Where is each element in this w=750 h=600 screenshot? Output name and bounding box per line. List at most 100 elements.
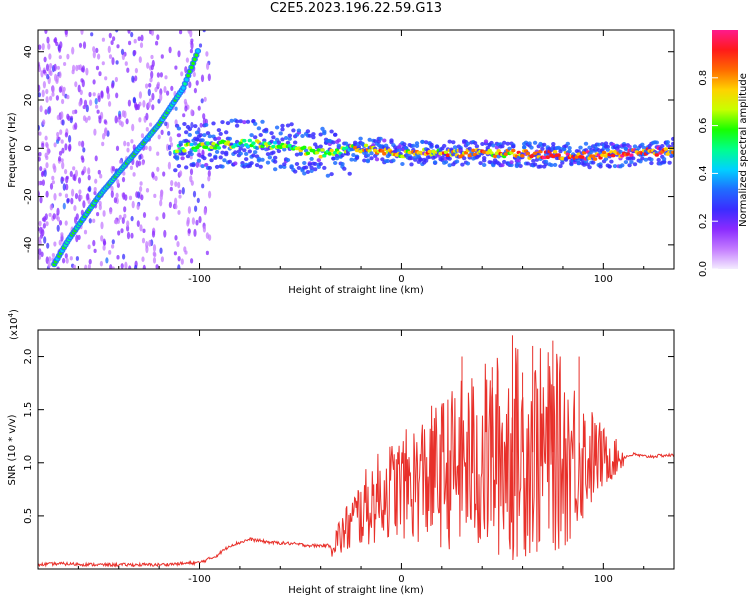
heatmap-band-halo (224, 130, 229, 135)
heatmap-noise-cell (188, 81, 192, 89)
heatmap-band-halo (193, 124, 198, 129)
heatmap-band-halo (269, 131, 274, 136)
heatmap-noise-cell (53, 142, 57, 148)
heatmap-band-core (520, 154, 525, 158)
heatmap-band-halo (229, 118, 234, 123)
heatmap-band-core (200, 142, 205, 146)
heatmap-band-halo (509, 160, 514, 165)
heatmap-noise-cell (187, 206, 191, 214)
heatmap-band-halo (562, 147, 567, 152)
heatmap-band-halo (478, 161, 483, 166)
heatmap-band-halo (500, 144, 505, 149)
heatmap-noise-cell (185, 57, 189, 63)
snr-scale-exponent: 4 (7, 312, 15, 317)
heatmap-noise-cell (189, 30, 193, 38)
heatmap-band-halo (660, 144, 665, 148)
heatmap-noise-cell (138, 56, 142, 63)
heatmap-noise-cell (69, 170, 73, 177)
heatmap-noise-cell (82, 41, 87, 49)
heatmap-noise-cell (102, 210, 106, 217)
heatmap-band-halo (331, 140, 336, 145)
heatmap-noise-cell (202, 225, 206, 233)
heatmap-band-halo (174, 156, 180, 161)
heatmap-noise-cell (111, 239, 115, 245)
heatmap-noise-cell (71, 110, 76, 115)
heatmap-band-core (322, 153, 327, 158)
heatmap-noise-cell (121, 217, 125, 224)
heatmap-noise-cell (67, 115, 71, 121)
heatmap-noise-cell (66, 198, 70, 204)
heatmap-noise-cell (159, 93, 163, 102)
colorbar-tick-label: 0.6 (698, 118, 709, 134)
heatmap-band-halo (287, 136, 292, 141)
heatmap-band-halo (294, 152, 300, 157)
heatmap-band-core (205, 141, 211, 145)
heatmap-noise-cell (150, 70, 154, 79)
heatmap-band-halo (661, 157, 667, 161)
heatmap-band-halo (343, 141, 349, 146)
heatmap-band-halo (200, 138, 205, 143)
heatmap-noise-cell (114, 115, 118, 124)
heatmap-noise-cell (58, 156, 62, 162)
heatmap-band-halo (532, 162, 538, 167)
heatmap-noise-cell (59, 129, 63, 135)
heatmap-noise-cell (145, 188, 150, 193)
heatmap-noise-cell (192, 71, 196, 78)
heatmap-band-halo (218, 155, 223, 160)
heatmap-noise-cell (45, 190, 49, 198)
heatmap-noise-cell (191, 217, 195, 225)
heatmap-noise-cell (93, 128, 97, 136)
heatmap-noise-cell (58, 55, 62, 60)
heatmap-band-halo (621, 143, 627, 148)
x-tick-label: 0 (398, 574, 404, 585)
heatmap-band-halo (382, 138, 387, 143)
heatmap-band-halo (607, 164, 612, 169)
heatmap-band-halo (509, 163, 514, 168)
heatmap-noise-cell (61, 98, 65, 105)
heatmap-band-halo (173, 168, 178, 173)
heatmap-noise-cell (97, 169, 101, 175)
heatmap-noise-cell (51, 180, 56, 185)
heatmap-band-halo (273, 159, 278, 164)
heatmap-noise-cell (186, 219, 190, 227)
heatmap-band-halo (260, 119, 265, 124)
heatmap-band-halo (583, 159, 589, 164)
heatmap-noise-cell (49, 204, 53, 211)
heatmap-band-halo (413, 155, 418, 160)
heatmap-band-core (189, 142, 194, 147)
heatmap-noise-cell (116, 179, 120, 185)
heatmap-noise-cell (145, 83, 149, 89)
heatmap-noise-cell (196, 197, 200, 204)
heatmap-band-core (353, 145, 358, 150)
heatmap-band-halo (207, 152, 212, 157)
heatmap-band-halo (253, 150, 258, 155)
heatmap-band-halo (369, 151, 374, 156)
heatmap-noise-cell (124, 261, 128, 269)
heatmap-band-halo (432, 154, 438, 159)
heatmap-band-halo (302, 171, 307, 176)
heatmap-band-halo (618, 149, 623, 154)
heatmap-band-halo (265, 152, 271, 157)
heatmap-noise-cell (174, 197, 178, 206)
snr-plot-area (38, 335, 674, 568)
heatmap-noise-cell (173, 251, 177, 256)
heatmap-noise-cell (153, 252, 157, 258)
heatmap-noise-cell (42, 81, 47, 89)
heatmap-band-halo (565, 141, 570, 146)
heatmap-noise-cell (159, 72, 163, 78)
heatmap-noise-cell (131, 75, 135, 83)
heatmap-band-halo (340, 153, 345, 158)
heatmap-band-halo (318, 132, 323, 137)
heatmap-band-halo (196, 152, 202, 157)
heatmap-noise-cell (55, 79, 59, 84)
heatmap-noise-cell (162, 171, 166, 177)
heatmap-noise-cell (38, 44, 42, 50)
heatmap-noise-cell (74, 81, 78, 88)
heatmap-band-halo (307, 162, 312, 167)
heatmap-band-halo (184, 165, 189, 170)
heatmap-noise-cell (109, 264, 113, 269)
heatmap-noise-cell (147, 88, 151, 97)
heatmap-band-halo (531, 158, 536, 163)
heatmap-noise-cell (40, 251, 44, 258)
heatmap-noise-cell (78, 140, 82, 147)
